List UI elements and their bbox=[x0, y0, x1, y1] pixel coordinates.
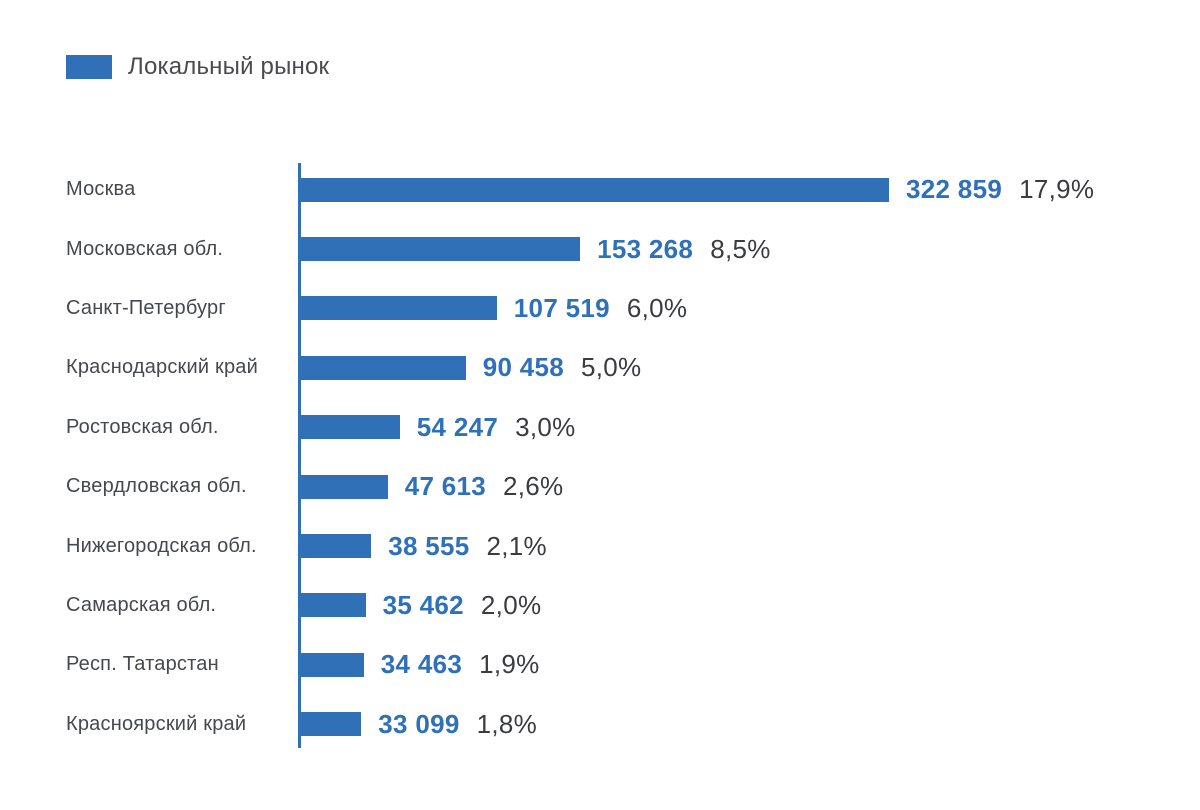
bar bbox=[301, 296, 497, 321]
value-label: 107 519 bbox=[513, 292, 610, 323]
value-label: 47 613 bbox=[404, 471, 487, 502]
bar-row: Москва 322 859 17,9% bbox=[66, 160, 1176, 219]
bar-row: Свердловская обл. 47 613 2,6% bbox=[66, 457, 1176, 516]
bar bbox=[301, 237, 581, 262]
bar bbox=[301, 652, 364, 677]
category-label: Краснодарский край bbox=[66, 356, 258, 379]
legend: Локальный рынок bbox=[66, 53, 329, 81]
value-label: 33 099 bbox=[378, 708, 460, 739]
bar-row: Самарская обл. 35 462 2,0% bbox=[66, 576, 1176, 635]
percent-label: 3,0% bbox=[515, 411, 576, 442]
percent-label: 6,0% bbox=[626, 292, 688, 323]
bar-row: Красноярский край 33 099 1,8% bbox=[66, 695, 1176, 754]
y-axis-line bbox=[298, 163, 301, 748]
bar bbox=[301, 712, 362, 737]
legend-swatch bbox=[66, 55, 112, 79]
category-label: Ростовская обл. bbox=[66, 415, 219, 438]
bar-row: Нижегородская обл. 38 555 2,1% bbox=[66, 516, 1176, 575]
legend-label: Локальный рынок bbox=[128, 53, 330, 80]
percent-label: 2,0% bbox=[480, 589, 542, 620]
bar-chart: Москва 322 859 17,9% Московская обл. 153 268… bbox=[66, 160, 1176, 756]
bar bbox=[301, 415, 400, 440]
category-label: Московская обл. bbox=[66, 237, 224, 260]
category-label: Свердловская обл. bbox=[66, 475, 247, 498]
value-label: 38 555 bbox=[388, 530, 470, 561]
category-label: Москва bbox=[66, 178, 136, 201]
category-label: Санкт-Петербург bbox=[66, 296, 226, 319]
category-label: Красноярский край bbox=[66, 712, 247, 735]
bar bbox=[301, 534, 372, 559]
percent-label: 2,1% bbox=[486, 530, 547, 561]
percent-label: 1,8% bbox=[476, 708, 538, 739]
category-label: Самарская обл. bbox=[66, 593, 217, 616]
percent-label: 2,6% bbox=[503, 471, 564, 502]
value-label: 54 247 bbox=[416, 411, 499, 442]
percent-label: 5,0% bbox=[581, 352, 642, 383]
bar-row: Санкт-Петербург 107 519 6,0% bbox=[66, 279, 1176, 338]
value-label: 34 463 bbox=[380, 649, 463, 680]
value-label: 35 462 bbox=[382, 589, 464, 620]
bar bbox=[301, 355, 466, 380]
value-label: 90 458 bbox=[482, 352, 565, 383]
bar-row: Ростовская обл. 54 247 3,0% bbox=[66, 398, 1176, 457]
bar-row: Московская обл. 153 268 8,5% bbox=[66, 219, 1176, 278]
bar-row: Краснодарский край 90 458 5,0% bbox=[66, 338, 1176, 397]
category-label: Нижегородская обл. bbox=[66, 534, 257, 557]
value-label: 153 268 bbox=[597, 233, 694, 264]
bar bbox=[301, 474, 388, 499]
percent-label: 1,9% bbox=[479, 649, 540, 680]
bar-rows: Москва 322 859 17,9% Московская обл. 153 268… bbox=[66, 160, 1176, 754]
bar bbox=[301, 593, 366, 618]
percent-label: 8,5% bbox=[710, 233, 771, 264]
value-label: 322 859 bbox=[906, 174, 1003, 205]
category-label: Респ. Татарстан bbox=[66, 653, 219, 676]
bar-row: Респ. Татарстан 34 463 1,9% bbox=[66, 635, 1176, 694]
percent-label: 17,9% bbox=[1019, 174, 1095, 205]
bar bbox=[301, 177, 889, 202]
